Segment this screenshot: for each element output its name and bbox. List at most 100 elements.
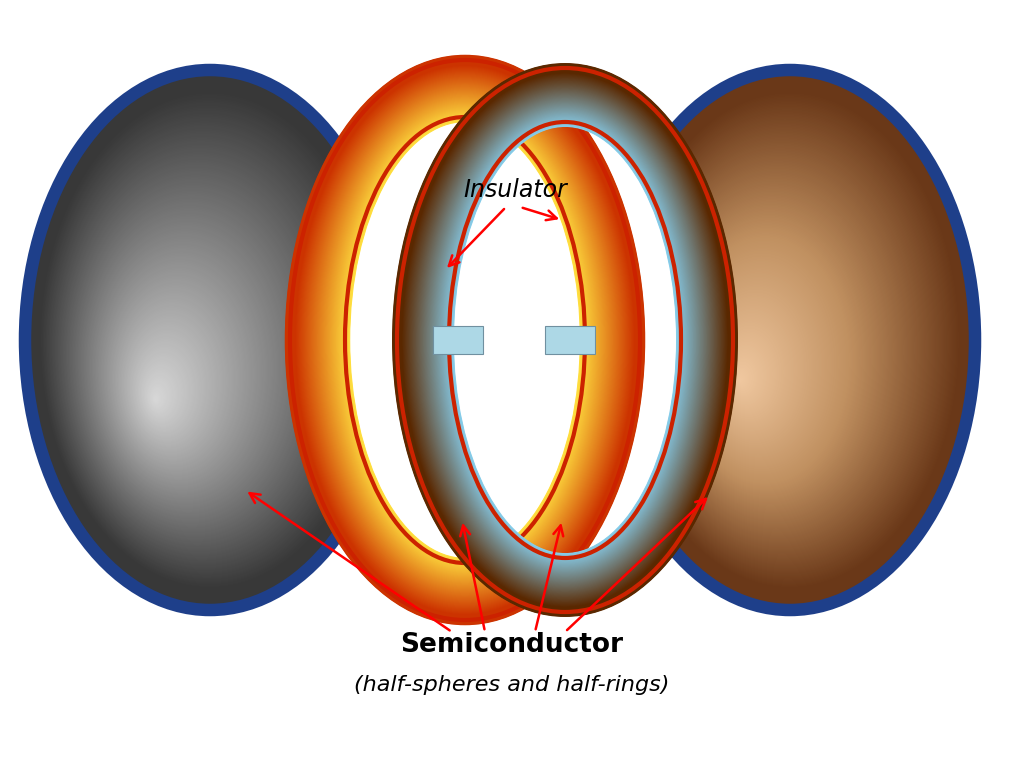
Ellipse shape [622,96,956,585]
Ellipse shape [734,366,751,391]
Ellipse shape [702,289,809,445]
Ellipse shape [54,131,351,564]
Ellipse shape [669,210,870,503]
Ellipse shape [636,131,931,560]
Ellipse shape [696,276,819,455]
Ellipse shape [647,158,909,540]
Ellipse shape [628,112,945,574]
Ellipse shape [716,321,785,423]
Ellipse shape [689,259,833,467]
Text: (half-spheres and half-rings): (half-spheres and half-rings) [354,675,670,695]
Ellipse shape [45,107,369,579]
Ellipse shape [43,101,374,583]
Ellipse shape [637,134,929,558]
Ellipse shape [150,386,165,408]
Ellipse shape [688,255,836,470]
Ellipse shape [81,203,299,521]
Ellipse shape [726,347,765,404]
Ellipse shape [125,318,215,450]
Ellipse shape [67,164,328,544]
Ellipse shape [87,218,288,511]
Ellipse shape [63,157,333,549]
Ellipse shape [605,70,975,610]
Ellipse shape [104,266,253,482]
Ellipse shape [632,120,938,568]
Ellipse shape [150,385,166,410]
Ellipse shape [636,129,932,562]
Ellipse shape [110,278,244,474]
Ellipse shape [710,308,795,432]
Ellipse shape [95,241,271,497]
Ellipse shape [666,203,876,508]
Ellipse shape [625,103,951,580]
Ellipse shape [657,182,891,523]
Ellipse shape [687,253,837,472]
Ellipse shape [726,345,766,405]
Ellipse shape [686,250,839,473]
Ellipse shape [79,195,305,525]
Ellipse shape [663,194,882,515]
Ellipse shape [665,200,878,510]
Ellipse shape [709,303,799,435]
Ellipse shape [678,232,853,487]
Ellipse shape [643,148,918,548]
Ellipse shape [121,309,221,455]
Ellipse shape [43,100,375,584]
Ellipse shape [664,195,881,513]
Ellipse shape [643,147,919,549]
Ellipse shape [721,334,775,413]
Ellipse shape [644,150,915,546]
Ellipse shape [44,104,371,581]
Ellipse shape [717,324,783,420]
Ellipse shape [122,311,220,454]
Ellipse shape [700,285,813,448]
Ellipse shape [48,115,364,575]
Ellipse shape [736,372,746,386]
Ellipse shape [106,269,251,480]
Ellipse shape [52,125,355,568]
Ellipse shape [730,356,759,397]
Ellipse shape [148,382,169,411]
Ellipse shape [104,264,254,483]
Ellipse shape [681,239,848,482]
Ellipse shape [103,261,256,485]
Ellipse shape [669,208,871,504]
Ellipse shape [693,268,826,461]
Ellipse shape [677,229,856,489]
Ellipse shape [725,344,768,406]
Ellipse shape [662,191,885,517]
Ellipse shape [683,243,845,479]
Ellipse shape [54,130,352,565]
Ellipse shape [734,367,750,389]
Ellipse shape [695,274,821,457]
Ellipse shape [723,340,771,409]
Ellipse shape [101,257,260,488]
Ellipse shape [63,155,334,549]
Ellipse shape [57,138,346,560]
Ellipse shape [51,121,358,571]
Ellipse shape [61,149,339,553]
Ellipse shape [74,182,313,533]
Ellipse shape [86,217,289,512]
Ellipse shape [654,176,896,528]
Ellipse shape [144,371,176,418]
Ellipse shape [91,229,280,505]
Ellipse shape [695,272,822,458]
Ellipse shape [653,171,900,531]
Ellipse shape [639,138,925,555]
Ellipse shape [69,169,324,541]
Ellipse shape [127,325,210,446]
Ellipse shape [678,230,854,489]
Ellipse shape [90,227,282,505]
Ellipse shape [73,179,316,535]
Ellipse shape [105,268,252,481]
Ellipse shape [137,352,189,429]
Ellipse shape [627,107,948,577]
Ellipse shape [51,122,357,569]
Ellipse shape [113,286,239,470]
Ellipse shape [139,359,185,426]
Ellipse shape [646,154,912,543]
Ellipse shape [621,93,959,587]
Ellipse shape [693,269,824,461]
Ellipse shape [56,135,348,562]
